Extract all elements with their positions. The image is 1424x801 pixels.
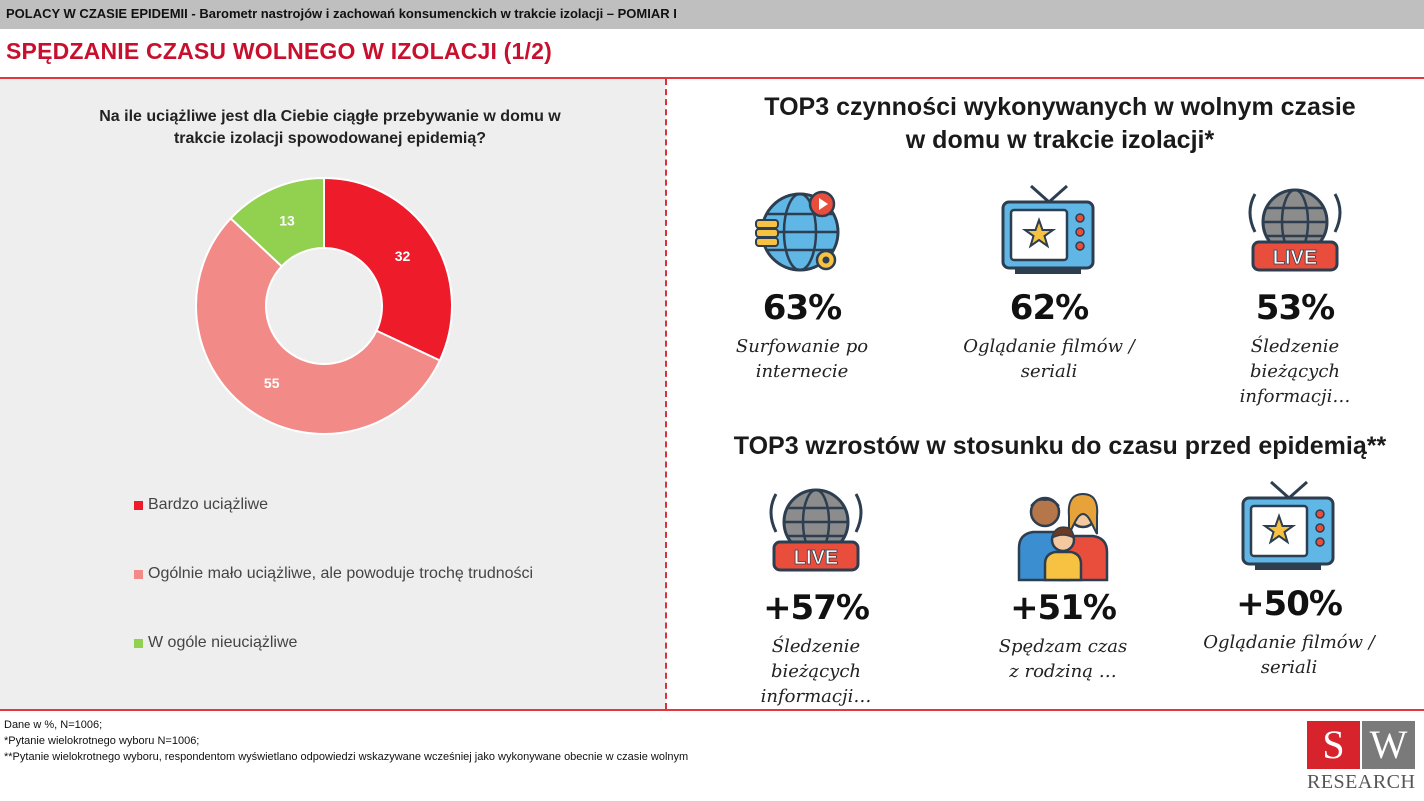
section2-item-0: LIVE +57% Śledzenie bieżących informacji… bbox=[706, 482, 926, 709]
legend-swatch-1 bbox=[134, 569, 143, 579]
header-bar: POLACY W CZASIE EPIDEMII - Barometr nast… bbox=[0, 0, 1424, 29]
footnote-0: Dane w %, N=1006; bbox=[4, 719, 103, 731]
section1-pct-0: 63% bbox=[762, 288, 842, 328]
section2-item-2: +50% Oglądanie filmów / seriali bbox=[1179, 478, 1399, 680]
section1-pct-1: 62% bbox=[1009, 288, 1089, 328]
header-bar-text: POLACY W CZASIE EPIDEMII - Barometr nast… bbox=[6, 6, 677, 21]
legend-label-2: W ogóle nieuciążliwe bbox=[148, 634, 298, 651]
section1-label-2: Śledzenie bieżących informacji… bbox=[1239, 336, 1351, 407]
section1-item-2: LIVE 53% Śledzenie bieżących informacji… bbox=[1185, 182, 1405, 409]
section2-pct-0: +57% bbox=[763, 588, 870, 628]
section2-pct-2: +50% bbox=[1236, 584, 1343, 624]
donut-slice-1 bbox=[195, 216, 442, 435]
section2-title: TOP3 wzrostów w stosunku do czasu przed … bbox=[733, 432, 1387, 460]
logo-text: RESEARCH bbox=[1307, 771, 1416, 793]
section1-label-0: Surfowanie po internecie bbox=[735, 336, 869, 382]
panel-divider bbox=[665, 79, 667, 709]
logo-letter-s: S bbox=[1307, 721, 1360, 769]
section1-item-0: 63% Surfowanie po internecie bbox=[692, 182, 912, 384]
legend-swatch-2 bbox=[134, 638, 143, 648]
legend-item-0: Bardzo uciążliwe bbox=[134, 494, 268, 516]
section2-label-1: Spędzam czas z rodziną … bbox=[998, 636, 1128, 682]
donut-value-label-0: 32 bbox=[395, 248, 411, 264]
chart-question: Na ile uciążliwe jest dla Ciebie ciągłe … bbox=[99, 108, 561, 147]
legend-item-1: Ogólnie mało uciążliwe, ale powoduje tro… bbox=[134, 563, 533, 585]
donut-value-label-2: 13 bbox=[279, 213, 295, 229]
donut-value-label-1: 55 bbox=[264, 375, 280, 391]
footnote-1: *Pytanie wielokrotnego wyboru N=1006; bbox=[4, 735, 200, 747]
section2-label-2: Oglądanie filmów / seriali bbox=[1203, 632, 1375, 678]
title-rule bbox=[0, 77, 1424, 79]
live-globe-icon: LIVE bbox=[1248, 188, 1342, 272]
section1-item-1: 62% Oglądanie filmów / seriali bbox=[939, 182, 1159, 384]
legend-label-0: Bardzo uciążliwe bbox=[148, 496, 269, 513]
section1-label-1: Oglądanie filmów / seriali bbox=[963, 336, 1135, 382]
tv-star-icon bbox=[1241, 480, 1335, 570]
legend-item-2: W ogóle nieuciążliwe bbox=[134, 632, 297, 654]
section2-item-1: +51% Spędzam czas z rodziną … bbox=[953, 482, 1173, 684]
donut-slice-2 bbox=[229, 176, 325, 268]
donut-chart: 32 55 13 bbox=[195, 176, 453, 435]
section1-title: TOP3 czynności wykonywanych w wolnym cza… bbox=[764, 93, 1356, 154]
logo-letter-w: W bbox=[1362, 721, 1415, 769]
section2-label-0: Śledzenie bieżących informacji… bbox=[760, 636, 872, 707]
donut-slice-0 bbox=[323, 176, 453, 362]
legend-swatch-0 bbox=[134, 500, 143, 510]
tv-star-icon bbox=[1001, 184, 1095, 274]
page-title: SPĘDZANIE CZASU WOLNEGO W IZOLACJI (1/2) bbox=[6, 38, 552, 64]
footnotes: Dane w %, N=1006; *Pytanie wielokrotnego… bbox=[4, 717, 688, 765]
live-text: LIVE bbox=[1273, 247, 1317, 269]
family-icon bbox=[1017, 492, 1109, 582]
footer-rule bbox=[0, 709, 1424, 711]
live-text: LIVE bbox=[794, 547, 838, 569]
sw-research-logo: S W RESEARCH bbox=[1307, 721, 1415, 794]
live-globe-icon: LIVE bbox=[769, 488, 863, 572]
globe-internet-icon bbox=[755, 190, 840, 272]
legend-label-1: Ogólnie mało uciążliwe, ale powoduje tro… bbox=[148, 565, 534, 582]
footnote-2: **Pytanie wielokrotnego wyboru, responde… bbox=[4, 751, 689, 763]
section2-pct-1: +51% bbox=[1010, 588, 1117, 628]
section1-pct-2: 53% bbox=[1255, 288, 1335, 328]
